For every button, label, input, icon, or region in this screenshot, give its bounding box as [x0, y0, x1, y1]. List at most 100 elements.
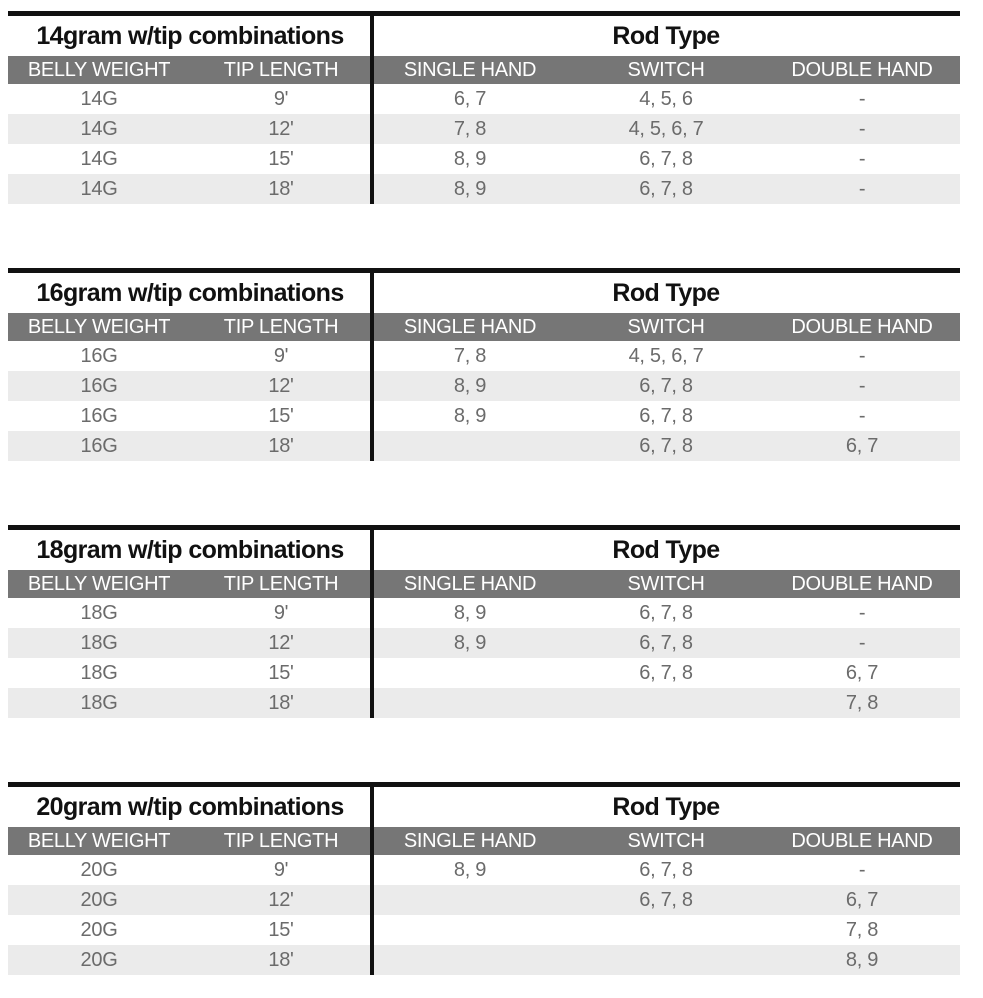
cell-double-hand: 7, 8 — [845, 691, 879, 714]
column-header-switch: SWITCH — [627, 58, 705, 81]
section-divider-line — [370, 782, 374, 975]
cell-double-hand: - — [858, 147, 866, 170]
table-row: 14G 15' 8, 9 6, 7, 8 - — [8, 144, 960, 174]
table-row: 14G 9' 6, 7 4, 5, 6 - — [8, 84, 960, 114]
tip-combination-table: 20gram w/tip combinations Rod Type BELLY… — [8, 782, 960, 975]
table-body: 14G 9' 6, 7 4, 5, 6-14G 12' 7, 8 4, 5, 6, 7-14… — [8, 84, 960, 204]
cell-switch: 4, 5, 6, 7 — [628, 344, 704, 367]
spec-tables-container: 14gram w/tip combinations Rod Type BELLY… — [8, 11, 983, 975]
column-header-double-hand: DOUBLE HAND — [791, 572, 933, 595]
rod-type-heading: Rod Type — [612, 278, 720, 307]
table-body: 20G 9' 8, 9 6, 7, 8 - 20G 12' 6, 7, 8 6, 7 20G 15'… — [8, 855, 960, 975]
column-header-single-hand: SINGLE HAND — [403, 572, 537, 595]
cell-single-hand: 6, 7 — [453, 87, 487, 110]
table-title-row: 20gram w/tip combinations Rod Type — [8, 787, 960, 827]
column-header-row: BELLY WEIGHT TIP LENGTH SINGLE HAND SWITCH D… — [8, 313, 960, 341]
cell-double-hand: - — [858, 601, 866, 624]
column-header-single-hand: SINGLE HAND — [403, 829, 537, 852]
tip-combination-table: 18gram w/tip combinations Rod Type BELLY… — [8, 525, 960, 718]
rod-type-heading: Rod Type — [612, 21, 720, 50]
cell-double-hand: - — [858, 404, 866, 427]
cell-single-hand: 8, 9 — [453, 404, 487, 427]
table-title-row: 16gram w/tip combinations Rod Type — [8, 273, 960, 313]
cell-single-hand: 7, 8 — [453, 344, 487, 367]
table-title: 20gram w/tip combinations — [36, 792, 344, 821]
column-header-switch: SWITCH — [627, 315, 705, 338]
cell-switch: 6, 7, 8 — [639, 147, 693, 170]
column-header-double-hand: DOUBLE HAND — [791, 58, 933, 81]
table-row: 18G 15' 6, 7, 8 6, 7 — [8, 658, 960, 688]
cell-tip-length: 9' — [273, 344, 289, 367]
cell-belly-weight: 16G — [80, 404, 118, 427]
cell-double-hand: - — [858, 631, 866, 654]
cell-switch: 6, 7, 8 — [639, 434, 693, 457]
cell-switch: 6, 7, 8 — [639, 374, 693, 397]
table-row: 16G 18' 6, 7, 8 6, 7 — [8, 431, 960, 461]
cell-double-hand: 7, 8 — [845, 918, 879, 941]
table-title-row: 18gram w/tip combinations Rod Type — [8, 530, 960, 570]
table-row: 16G 15' 8, 9 6, 7, 8 - — [8, 401, 960, 431]
cell-tip-length: 12' — [268, 117, 294, 140]
cell-switch: 6, 7, 8 — [639, 888, 693, 911]
section-divider-line — [370, 268, 374, 461]
cell-tip-length: 12' — [268, 631, 294, 654]
column-header-belly-weight: BELLY WEIGHT — [27, 58, 171, 81]
column-header-row: BELLY WEIGHT TIP LENGTH SINGLE HAND SWITCH D… — [8, 827, 960, 855]
column-header-tip-length: TIP LENGTH — [223, 572, 339, 595]
cell-tip-length: 12' — [268, 374, 294, 397]
table-top-border — [8, 525, 960, 530]
cell-belly-weight: 20G — [80, 888, 118, 911]
cell-single-hand: 8, 9 — [453, 601, 487, 624]
table-title-row: 14gram w/tip combinations Rod Type — [8, 16, 960, 56]
column-header-single-hand: SINGLE HAND — [403, 58, 537, 81]
cell-tip-length: 9' — [273, 858, 289, 881]
table-body: 16G 9' 7, 8 4, 5, 6, 7-16G 12' 8, 9 6, 7, 8-16… — [8, 341, 960, 461]
column-header-switch: SWITCH — [627, 829, 705, 852]
cell-belly-weight: 20G — [80, 858, 118, 881]
table-row: 20G 18' 8, 9 — [8, 945, 960, 975]
cell-belly-weight: 16G — [80, 374, 118, 397]
table-body: 18G 9' 8, 9 6, 7, 8 - 18G 12' 8, 9 6, 7, 8 - 18G 15… — [8, 598, 960, 718]
column-header-double-hand: DOUBLE HAND — [791, 829, 933, 852]
cell-double-hand: 8, 9 — [845, 948, 879, 971]
column-header-belly-weight: BELLY WEIGHT — [27, 315, 171, 338]
cell-tip-length: 18' — [268, 948, 294, 971]
cell-single-hand: 8, 9 — [453, 177, 487, 200]
cell-single-hand: 8, 9 — [453, 147, 487, 170]
cell-belly-weight: 14G — [80, 147, 118, 170]
cell-double-hand: 6, 7 — [845, 661, 879, 684]
cell-switch: 6, 7, 8 — [639, 177, 693, 200]
table-row: 18G 18' 7, 8 — [8, 688, 960, 718]
cell-single-hand: 8, 9 — [453, 374, 487, 397]
cell-belly-weight: 16G — [80, 344, 118, 367]
cell-belly-weight: 18G — [80, 691, 118, 714]
table-row: 20G 15' 7, 8 — [8, 915, 960, 945]
cell-belly-weight: 16G — [80, 434, 118, 457]
table-title: 18gram w/tip combinations — [36, 535, 344, 564]
cell-belly-weight: 14G — [80, 87, 118, 110]
cell-double-hand: - — [858, 117, 866, 140]
cell-tip-length: 12' — [268, 888, 294, 911]
cell-tip-length: 18' — [268, 434, 294, 457]
column-header-double-hand: DOUBLE HAND — [791, 315, 933, 338]
column-header-tip-length: TIP LENGTH — [223, 829, 339, 852]
cell-tip-length: 9' — [273, 601, 289, 624]
rod-type-heading: Rod Type — [612, 535, 720, 564]
column-header-belly-weight: BELLY WEIGHT — [27, 572, 171, 595]
cell-double-hand: 6, 7 — [845, 434, 879, 457]
cell-single-hand: 8, 9 — [453, 858, 487, 881]
table-row: 16G 9' 7, 8 4, 5, 6, 7 - — [8, 341, 960, 371]
cell-switch: 6, 7, 8 — [639, 858, 693, 881]
cell-single-hand: 8, 9 — [453, 631, 487, 654]
cell-belly-weight: 14G — [80, 177, 118, 200]
column-header-tip-length: TIP LENGTH — [223, 315, 339, 338]
cell-switch: 4, 5, 6 — [639, 87, 693, 110]
cell-tip-length: 15' — [268, 404, 294, 427]
section-divider-line — [370, 11, 374, 204]
cell-tip-length: 18' — [268, 691, 294, 714]
cell-double-hand: 6, 7 — [845, 888, 879, 911]
rod-type-heading: Rod Type — [612, 792, 720, 821]
table-row: 20G 9' 8, 9 6, 7, 8 - — [8, 855, 960, 885]
column-header-row: BELLY WEIGHT TIP LENGTH SINGLE HAND SWITCH D… — [8, 570, 960, 598]
cell-belly-weight: 20G — [80, 948, 118, 971]
